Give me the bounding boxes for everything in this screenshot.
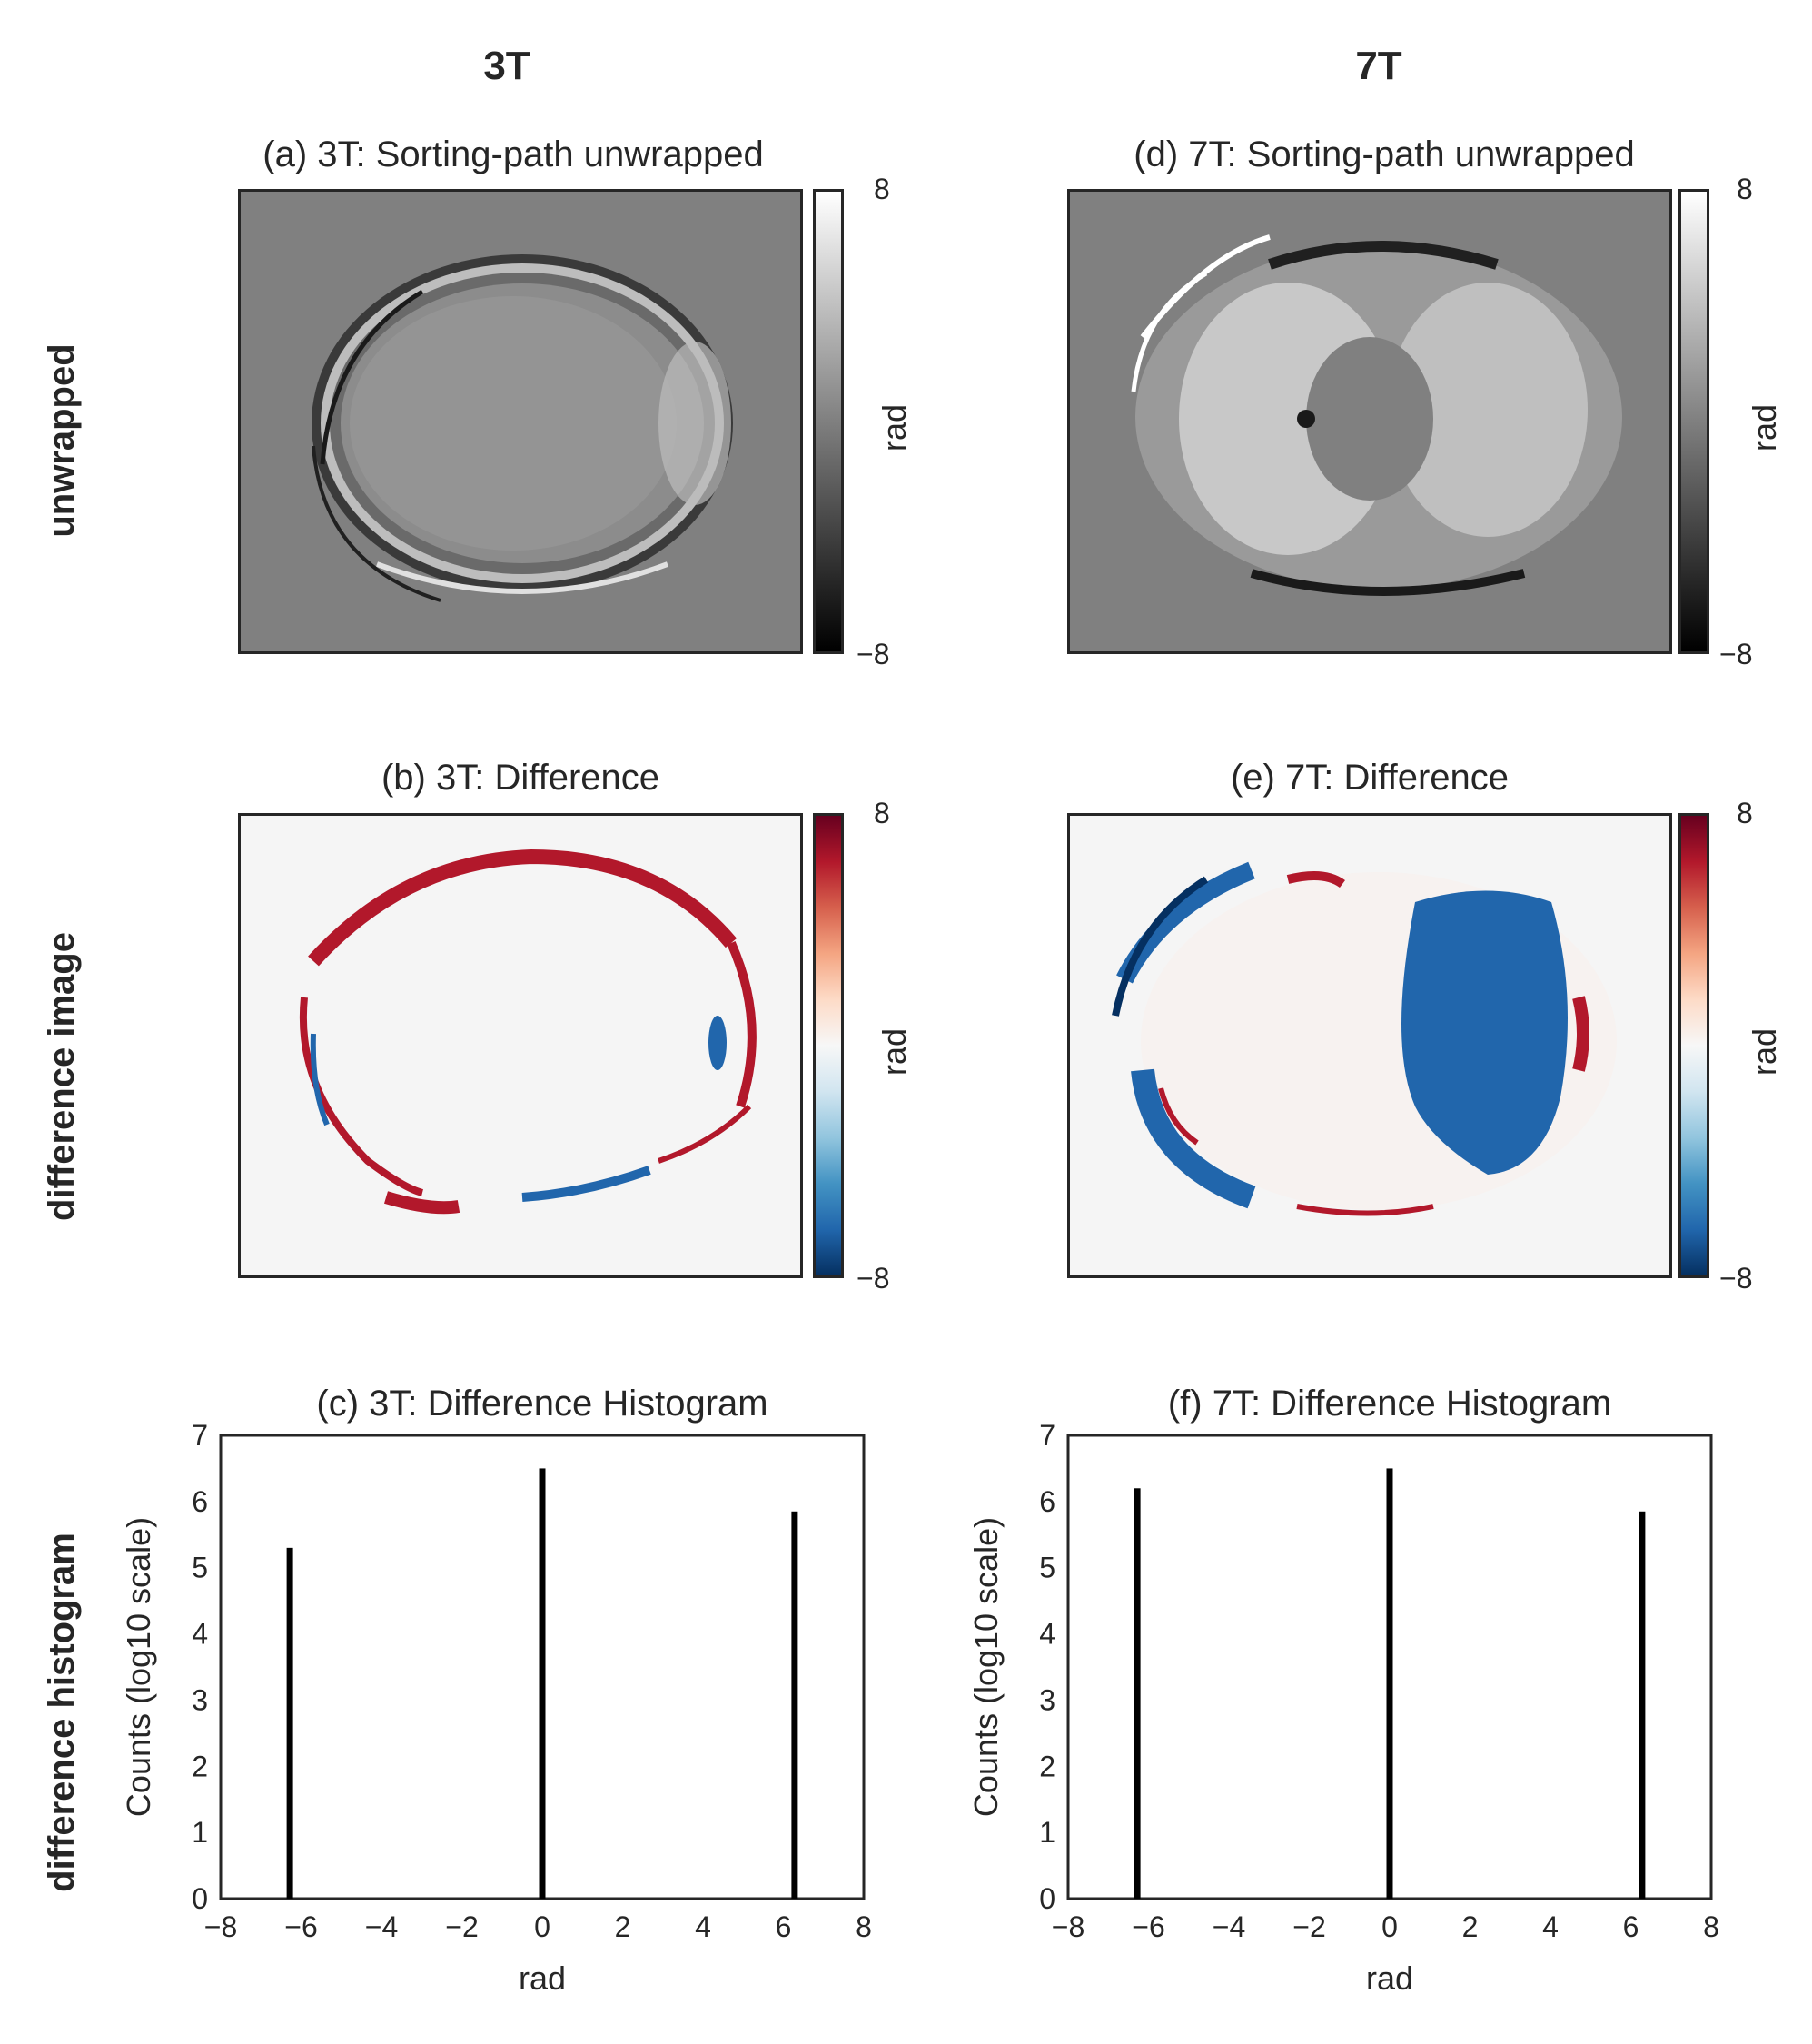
y-tick-label: 6 — [192, 1485, 208, 1518]
panel-e-cbar-max: 8 — [1737, 797, 1753, 829]
histogram-7t-chart: (f) 7T: Difference Histogram −8 −6 −4 −2 0 2 4 6… — [967, 1384, 1719, 1997]
y-tick-label: 4 — [192, 1618, 208, 1651]
column-title-3t: 3T — [483, 44, 530, 88]
panel-b-cbar-label: rad — [876, 1027, 913, 1077]
y-tick-label: 2 — [1039, 1750, 1055, 1782]
histogram-title: (f) 7T: Difference Histogram — [1168, 1384, 1611, 1424]
x-tick-label: 4 — [1542, 1910, 1559, 1943]
x-tick-label: 6 — [776, 1910, 792, 1943]
row-label-difference-image: difference image — [42, 932, 82, 1221]
column-title-7t: 7T — [1355, 44, 1402, 88]
panel-a-image — [238, 189, 803, 654]
x-tick-label: −6 — [1132, 1910, 1164, 1943]
panel-d-cbar-min: −8 — [1719, 638, 1753, 670]
panel-a-title: (a) 3T: Sorting-path unwrapped — [262, 134, 764, 174]
panel-e-cbar-label: rad — [1746, 1027, 1783, 1077]
panel-e-title: (e) 7T: Difference — [1230, 758, 1510, 798]
panel-b-title: (b) 3T: Difference — [381, 758, 660, 798]
histogram-bar — [1386, 1468, 1393, 1899]
histogram-bar — [286, 1547, 293, 1899]
panel-d-cbar-label: rad — [1746, 403, 1783, 452]
y-tick-label: 3 — [192, 1683, 208, 1716]
y-tick-label: 7 — [1039, 1419, 1055, 1452]
x-tick-label: −6 — [284, 1910, 317, 1943]
row-label-unwrapped: unwrapped — [42, 343, 82, 538]
panel-b-cbar-max: 8 — [874, 797, 890, 829]
brain-3t-unwrapped — [312, 254, 733, 602]
x-tick-label: 2 — [1462, 1910, 1479, 1943]
y-tick-label: 1 — [1039, 1816, 1055, 1849]
x-axis-label: rad — [519, 1960, 566, 1997]
panel-a-cbar-max: 8 — [874, 173, 890, 205]
histogram-bar — [791, 1511, 798, 1899]
brain-3t-difference — [299, 848, 757, 1215]
x-tick-label: 2 — [615, 1910, 631, 1943]
x-tick-label: 8 — [1703, 1910, 1719, 1943]
y-tick-label: 0 — [1039, 1882, 1055, 1915]
histogram-bar — [539, 1468, 546, 1899]
histogram-bar — [1134, 1488, 1141, 1899]
y-tick-label: 2 — [192, 1750, 208, 1782]
panel-b-colorbar — [813, 813, 844, 1278]
x-tick-label: −4 — [1213, 1910, 1245, 1943]
histogram-bar — [1639, 1511, 1646, 1899]
y-tick-label: 3 — [1039, 1683, 1055, 1716]
y-tick-label: 5 — [1039, 1552, 1055, 1584]
y-tick-label: 5 — [192, 1552, 208, 1584]
panel-e-image — [1067, 813, 1672, 1278]
x-tick-label: −2 — [445, 1910, 478, 1943]
brain-7t-difference — [1112, 861, 1617, 1216]
x-tick-label: 4 — [695, 1910, 711, 1943]
brain-7t-unwrapped — [1131, 234, 1622, 596]
x-tick-label: 0 — [1381, 1910, 1398, 1943]
x-tick-label: −4 — [365, 1910, 398, 1943]
panel-d-cbar-max: 8 — [1737, 173, 1753, 205]
panel-a-colorbar — [813, 189, 844, 654]
panel-b-image — [238, 813, 803, 1278]
panel-d-image — [1067, 189, 1672, 654]
panel-e-cbar-min: −8 — [1719, 1262, 1753, 1295]
histogram-title: (c) 3T: Difference Histogram — [316, 1384, 767, 1424]
x-tick-label: 0 — [534, 1910, 550, 1943]
x-tick-label: 8 — [856, 1910, 872, 1943]
panel-a-cbar-label: rad — [876, 403, 913, 452]
y-tick-label: 1 — [192, 1816, 208, 1849]
x-tick-label: −8 — [1052, 1910, 1084, 1943]
x-tick-label: −2 — [1292, 1910, 1325, 1943]
y-tick-label: 7 — [192, 1419, 208, 1452]
panel-d-colorbar — [1678, 189, 1709, 654]
x-tick-label: 6 — [1623, 1910, 1639, 1943]
panel-d-title: (d) 7T: Sorting-path unwrapped — [1134, 134, 1635, 174]
panel-b-cbar-min: −8 — [856, 1262, 890, 1295]
y-tick-label: 4 — [1039, 1618, 1055, 1651]
histogram-3t-chart: (c) 3T: Difference Histogram −8 −6 −4 −2 0 2 4 6… — [120, 1384, 872, 1997]
y-axis-label: Counts (log10 scale) — [967, 1517, 1005, 1817]
y-tick-label: 6 — [1039, 1485, 1055, 1518]
x-tick-label: −8 — [204, 1910, 237, 1943]
panel-a-cbar-min: −8 — [856, 638, 890, 670]
y-axis-label: Counts (log10 scale) — [120, 1517, 157, 1817]
x-axis-label: rad — [1366, 1960, 1413, 1997]
panel-e-colorbar — [1678, 813, 1709, 1278]
y-tick-label: 0 — [192, 1882, 208, 1915]
